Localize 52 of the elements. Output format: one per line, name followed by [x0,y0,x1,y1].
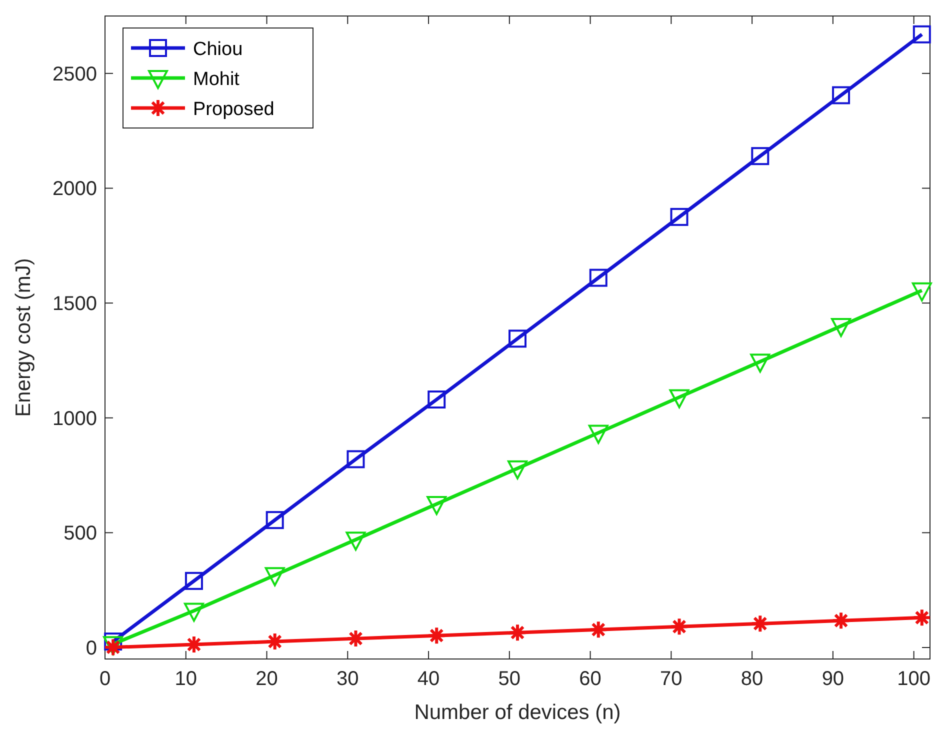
point [346,532,366,551]
point [670,617,689,636]
point [588,424,608,444]
point [588,620,608,640]
point [346,450,365,468]
point [912,25,931,44]
point [264,567,285,586]
point [670,208,688,226]
x-tick-label: 20 [256,668,278,690]
point [831,318,852,338]
point [426,496,447,515]
point [184,602,204,622]
y-tick-label: 500 [64,522,97,545]
y-tick-label: 0 [86,638,97,660]
legend-label: Mohit [193,69,240,90]
y-tick-label: 2500 [52,63,97,86]
y-tick-label: 2000 [52,178,97,200]
point [589,268,608,287]
point [669,389,690,408]
point [266,511,284,530]
point [508,623,527,642]
x-tick-label: 40 [417,668,440,690]
x-tick-label: 10 [174,668,198,690]
x-tick-label: 0 [99,668,111,690]
legend-label: Chiou [193,39,243,60]
x-tick-label: 100 [897,668,931,690]
x-tick-label: 30 [336,668,359,690]
point [508,330,526,348]
point [912,282,932,302]
point [427,626,446,646]
point [912,608,932,628]
point [265,632,284,652]
y-tick-label: 1500 [52,293,97,316]
x-axis-title: Number of devices (n) [414,701,621,724]
point [508,460,528,480]
point [750,354,770,373]
x-tick-label: 80 [740,668,764,690]
point [751,147,770,166]
point [104,632,122,651]
point [832,611,851,630]
point [184,572,203,590]
point [184,635,204,654]
legend-label: Proposed [193,99,274,120]
y-axis-title: Energy cost (mJ) [12,258,35,417]
point [750,614,770,634]
y-tick-label: 1000 [52,408,97,430]
x-tick-label: 60 [579,668,602,690]
x-tick-label: 90 [822,668,844,690]
x-tick-label: 70 [660,668,682,690]
x-tick-label: 50 [498,668,521,690]
point [832,86,850,104]
point [428,390,446,409]
